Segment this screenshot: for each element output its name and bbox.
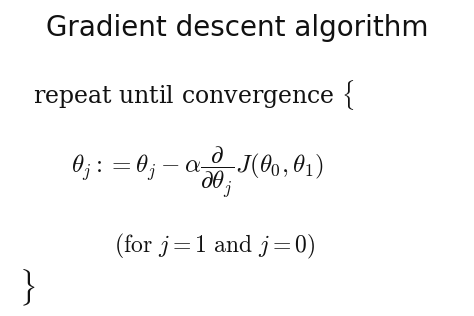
Text: Gradient descent algorithm: Gradient descent algorithm xyxy=(46,14,428,42)
Text: $\theta_j := \theta_j - \alpha\dfrac{\partial}{\partial\theta_j}J(\theta_0, \the: $\theta_j := \theta_j - \alpha\dfrac{\pa… xyxy=(71,144,324,200)
Text: $\}$: $\}$ xyxy=(19,267,36,308)
Text: repeat until convergence $\{$: repeat until convergence $\{$ xyxy=(33,78,355,112)
Text: $(\mathrm{for}\ j = 1\ \mathrm{and}\ j = 0)$: $(\mathrm{for}\ j = 1\ \mathrm{and}\ j =… xyxy=(114,232,315,261)
